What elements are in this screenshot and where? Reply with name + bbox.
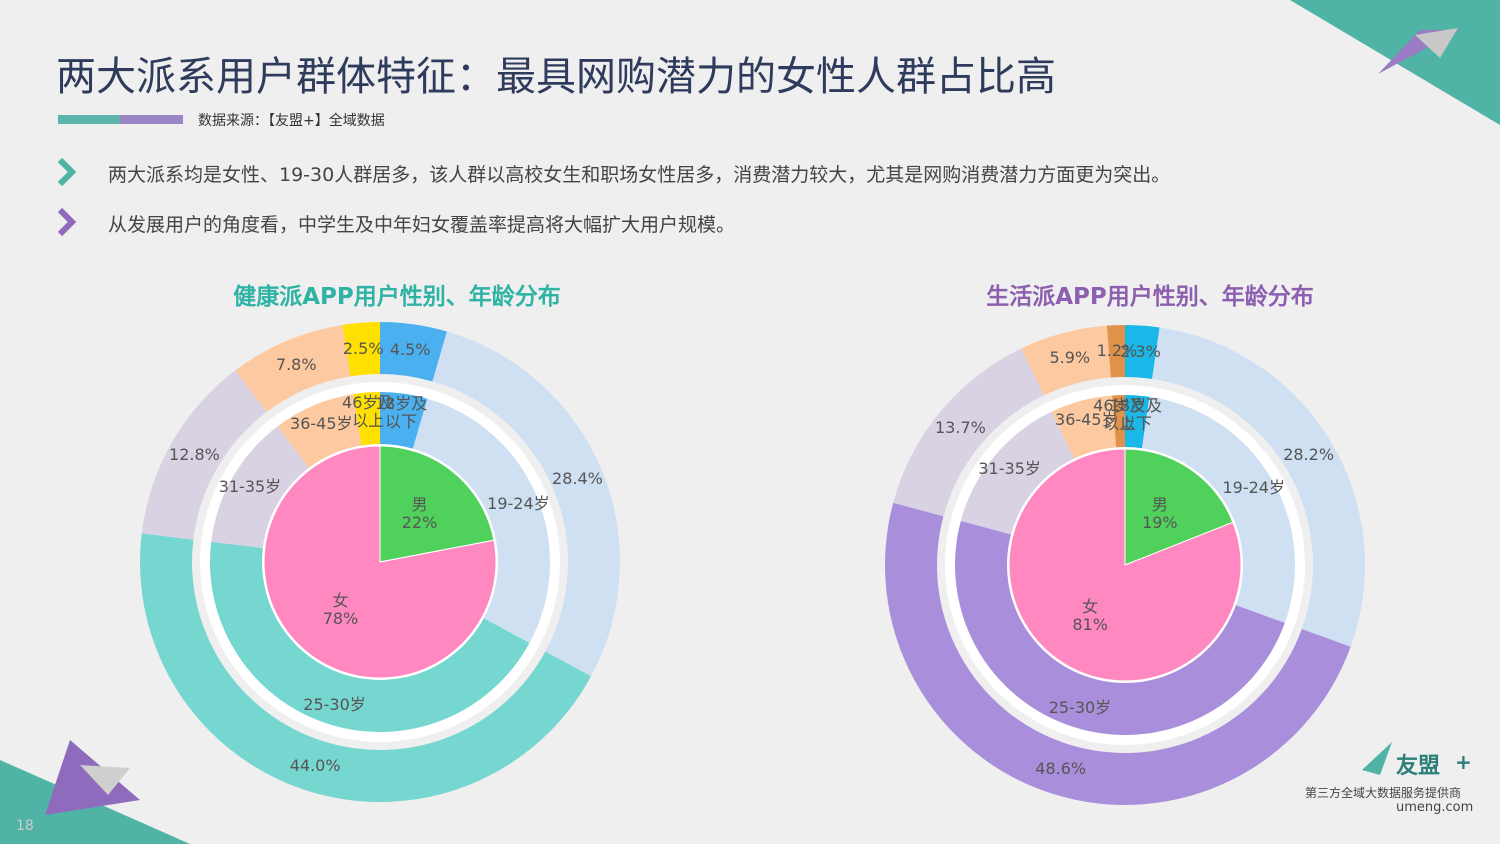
page-number: 18 <box>16 818 34 834</box>
inner-ring-segment <box>412 398 550 643</box>
outer-ring-segment <box>235 324 351 413</box>
gender-value-label: 81% <box>1072 615 1108 635</box>
inner-ring-segment <box>954 520 1285 736</box>
value-label: 44.0% <box>289 755 341 775</box>
inner-ring-segment <box>960 411 1075 535</box>
pie-slice <box>379 445 495 563</box>
source: 数据来源：【友盟+】全域数据 <box>198 113 385 129</box>
logo: 友盟 <box>1396 754 1441 779</box>
gender-label: 男 <box>1151 494 1168 514</box>
category-label: 19-24岁 <box>1222 477 1285 497</box>
category-label: 36-45岁 <box>290 413 353 433</box>
chart-title: 健康派APP用户性别、年龄分布 <box>233 284 561 310</box>
inner-ring-segment <box>210 541 530 733</box>
category-label: 18岁及 以下 <box>374 394 428 432</box>
slide-title: 两大派系用户群体特征：最具网购潜力的女性人群占比高 <box>56 54 1056 100</box>
decor <box>80 765 130 795</box>
inner-ring-segment <box>1142 396 1295 623</box>
outer-ring-segment <box>342 322 380 377</box>
category-label: 46岁及 以上 <box>342 393 395 431</box>
outer-ring-segment <box>432 331 620 677</box>
value-label: 13.7% <box>934 418 986 438</box>
category-label: 31-35岁 <box>978 459 1041 479</box>
decor <box>1415 28 1458 58</box>
value-label: 28.4% <box>552 469 603 489</box>
outer-ring-segment <box>893 348 1044 517</box>
value-label: 12.8% <box>169 445 220 465</box>
inner-ring-segment <box>1112 395 1125 448</box>
outer-ring-segment <box>1021 325 1111 396</box>
outer-ring-segment <box>141 370 267 540</box>
gender-label: 女 <box>332 590 349 610</box>
category-label: 31-35岁 <box>218 477 282 497</box>
category-label: 46岁及 以上 <box>1093 396 1146 434</box>
category-label: 18岁及 以下 <box>1109 396 1163 434</box>
outer-ring-segment <box>380 322 447 382</box>
value-label: 2.3% <box>1120 341 1161 361</box>
bullet: 两大派系均是女性、19-30人群居多，该人群以高校女生和职场女性居多，消费潜力较… <box>108 164 1171 186</box>
inner-ring-segment <box>277 394 362 468</box>
decor <box>58 115 120 124</box>
outer-ring-segment <box>1152 327 1365 647</box>
gender-label: 女 <box>1082 597 1099 617</box>
category-label: 25-30岁 <box>1048 698 1112 718</box>
gender-value-label: 22% <box>401 513 438 533</box>
outer-ring-segment <box>1125 325 1160 379</box>
category-label: 19-24岁 <box>487 494 550 514</box>
inner-ring-segment <box>353 392 380 446</box>
inner-ring-segment <box>1051 395 1117 459</box>
value-label: 7.8% <box>275 355 317 375</box>
value-label: 28.2% <box>1283 445 1335 465</box>
pie-slice <box>1124 448 1234 566</box>
gender-value-label: 19% <box>1142 512 1178 532</box>
site: umeng.com <box>1396 800 1474 815</box>
pie-slice <box>263 445 497 679</box>
category-label: 25-30岁 <box>303 694 366 714</box>
inner-ring-segment <box>211 426 309 548</box>
bullet-icon <box>57 207 77 237</box>
inner-ring-segment <box>380 392 428 449</box>
tagline: 第三方全域大数据服务提供商 <box>1305 786 1462 800</box>
value-label: 4.5% <box>389 340 431 360</box>
outer-ring-segment <box>885 502 1351 805</box>
gender-value-label: 78% <box>322 608 359 628</box>
inner-ring-segment <box>1125 395 1150 449</box>
value-label: 2.5% <box>342 338 384 358</box>
decor <box>120 115 183 124</box>
outer-ring-segment <box>139 533 592 802</box>
logo-plus: + <box>1455 750 1472 774</box>
value-label: 1.2% <box>1096 341 1138 361</box>
chart-title: 生活派APP用户性别、年龄分布 <box>986 284 1314 310</box>
bullet: 从发展用户的角度看，中学生及中年妇女覆盖率提高将大幅扩大用户规模。 <box>108 214 736 236</box>
value-label: 5.9% <box>1049 348 1091 368</box>
category-label: 36-45岁 <box>1055 410 1118 430</box>
logo-icon <box>1362 742 1392 775</box>
bullet-icon <box>57 157 77 187</box>
outer-ring-segment <box>1106 325 1125 378</box>
pie-slice <box>1008 448 1242 682</box>
gender-label: 男 <box>411 495 428 515</box>
value-label: 48.6% <box>1035 759 1087 779</box>
